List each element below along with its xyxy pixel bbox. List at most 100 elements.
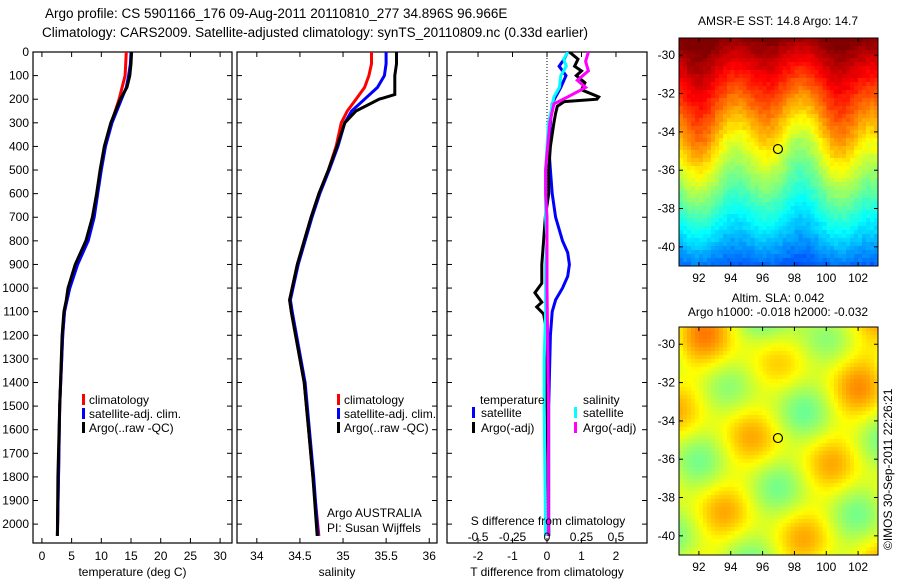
temperature-axes-frame <box>32 51 233 544</box>
x-tick-label: 25 <box>184 549 198 563</box>
argo-location-marker <box>772 143 784 155</box>
map-lat-label: -30 <box>658 337 676 351</box>
x-tick-label: 36 <box>423 549 437 563</box>
y-tick-label: 1600 <box>2 423 29 437</box>
x-tick-label: 30 <box>213 549 227 563</box>
salinity-x-axis-label: salinity <box>319 565 356 579</box>
s-tick-label: -0.25 <box>499 530 527 544</box>
legend-label: satellite-adj. clim. <box>89 407 181 421</box>
legend-label: satellite <box>481 406 522 420</box>
y-tick-label: 1200 <box>2 328 29 342</box>
x-tick-label: 0 <box>544 549 551 563</box>
x-tick-label: 20 <box>154 549 168 563</box>
sla-map-frame <box>678 326 879 556</box>
map-lat-label: -38 <box>658 202 676 216</box>
legend-label: climatology <box>344 393 404 407</box>
y-tick-label: 1800 <box>2 470 29 484</box>
x-tick-label: 15 <box>124 549 138 563</box>
map-lat-label: -30 <box>658 48 676 62</box>
legend-swatch <box>574 407 577 418</box>
legend-swatch <box>574 422 577 433</box>
salinity-panel <box>236 51 438 544</box>
map-lat-label: -36 <box>658 452 676 466</box>
salinity-axes-frame <box>236 51 438 544</box>
map-lon-label: 92 <box>692 271 706 285</box>
profile-line-s-argo-adj- <box>544 52 591 536</box>
sst-map-panel <box>678 37 879 267</box>
legend-label: Argo(..raw -QC) <box>344 421 429 435</box>
figure-title-line1: Argo profile: CS 5901166_176 09-Aug-2011… <box>45 6 508 21</box>
map-lon-label: 94 <box>724 560 738 574</box>
legend-label: satellite <box>583 406 624 420</box>
y-tick-label: 400 <box>9 139 29 153</box>
profile-line-satellite-adj-clim- <box>288 52 388 537</box>
x-tick-label: 34 <box>250 549 264 563</box>
y-tick-label: 1300 <box>2 352 29 366</box>
credit-pi: PI: Susan Wijffels <box>327 521 421 535</box>
figure-title-line2: Climatology: CARS2009. Satellite-adjuste… <box>42 25 589 40</box>
credit-institution: Argo AUSTRALIA <box>327 506 422 520</box>
y-tick-label: 300 <box>9 116 29 130</box>
x-tick-label: 0 <box>39 549 46 563</box>
map-lon-label: 98 <box>788 271 802 285</box>
legend-title-temperature: temperature <box>480 393 545 407</box>
x-tick-label: -1 <box>507 549 518 563</box>
legend-swatch <box>82 394 85 405</box>
map-lat-label: -36 <box>658 163 676 177</box>
sst-map-frame <box>678 37 879 267</box>
legend-title-salinity: salinity <box>583 393 620 407</box>
s-tick-label: -0.5 <box>468 530 489 544</box>
y-tick-label: 1100 <box>3 305 29 319</box>
y-tick-label: 200 <box>9 92 29 106</box>
temperature-x-axis-label: temperature (deg C) <box>78 565 186 579</box>
y-tick-label: 600 <box>9 187 29 201</box>
legend-swatch <box>82 408 85 419</box>
s-tick-label: 0 <box>544 530 551 544</box>
y-tick-label: 0 <box>22 45 29 59</box>
temperature-panel <box>32 51 233 544</box>
legend-label: Argo(-adj) <box>583 421 636 435</box>
legend-swatch <box>337 394 340 405</box>
sst-map-title: AMSR-E SST: 14.8 Argo: 14.7 <box>698 14 858 28</box>
y-tick-label: 1000 <box>2 281 29 295</box>
salinity-diff-axis-label: S difference from climatology <box>471 514 626 528</box>
map-lat-label: -40 <box>658 240 676 254</box>
y-tick-label: 900 <box>9 257 29 271</box>
profile-line-climatology <box>288 52 373 537</box>
argo-location-marker <box>772 432 784 444</box>
map-lon-label: 100 <box>816 271 836 285</box>
difference-x-axis-label: T difference from climatology <box>470 565 624 579</box>
legend-label: Argo(-adj) <box>481 421 534 435</box>
x-tick-label: 35 <box>336 549 350 563</box>
map-lat-label: -34 <box>658 414 676 428</box>
sla-map-title: Altim. SLA: 0.042 <box>732 291 825 305</box>
timestamp-stamp: ©IMOS 30-Sep-2011 22:26:21 <box>881 388 895 550</box>
map-lon-label: 92 <box>692 560 706 574</box>
y-tick-label: 100 <box>9 69 29 83</box>
map-lat-label: -40 <box>658 529 676 543</box>
y-tick-label: 2000 <box>2 517 29 531</box>
sla-map-panel <box>678 326 879 556</box>
legend-swatch <box>472 407 475 418</box>
x-tick-label: 2 <box>613 549 620 563</box>
x-tick-label: 1 <box>578 549 585 563</box>
sla-map-subtitle: Argo h1000: -0.018 h2000: -0.032 <box>688 305 868 319</box>
sla-map-image <box>679 327 878 555</box>
y-tick-label: 800 <box>9 234 29 248</box>
x-tick-label: 34.5 <box>288 549 312 563</box>
map-lat-label: -32 <box>658 87 676 101</box>
map-lon-label: 102 <box>848 560 868 574</box>
x-tick-label: 35.5 <box>374 549 398 563</box>
map-lon-label: 98 <box>788 560 802 574</box>
legend-label: climatology <box>89 393 149 407</box>
y-tick-label: 1500 <box>2 399 29 413</box>
map-lat-label: -38 <box>658 491 676 505</box>
legend-swatch <box>472 422 475 433</box>
map-lat-label: -32 <box>658 376 676 390</box>
map-lon-label: 96 <box>756 271 770 285</box>
y-tick-label: 700 <box>9 210 29 224</box>
sst-map-image <box>679 38 878 266</box>
y-tick-label: 1700 <box>2 446 29 460</box>
